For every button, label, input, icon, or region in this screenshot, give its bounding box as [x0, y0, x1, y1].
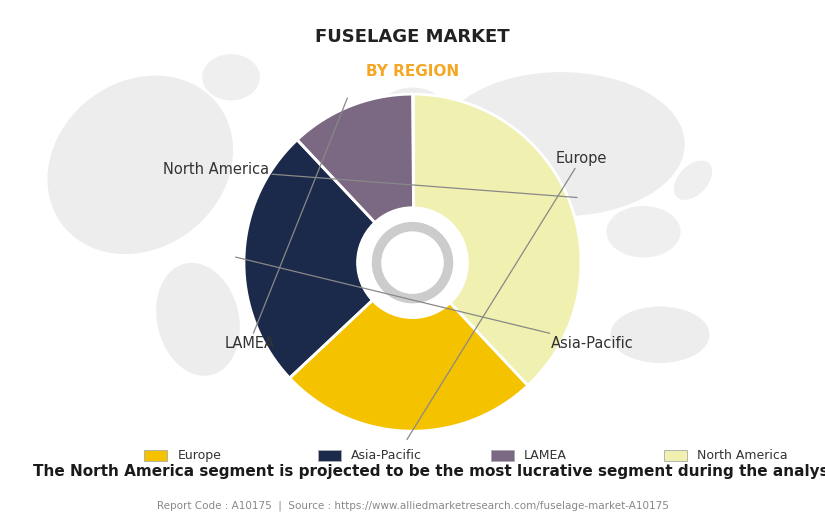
Text: The North America segment is projected to be the most lucrative segment during t: The North America segment is projected t…: [33, 464, 825, 479]
Text: LAMEA: LAMEA: [524, 449, 567, 462]
Ellipse shape: [371, 88, 454, 160]
Text: Asia-Pacific: Asia-Pacific: [351, 449, 422, 462]
Ellipse shape: [610, 306, 710, 363]
Circle shape: [382, 232, 443, 293]
Ellipse shape: [437, 72, 685, 216]
Ellipse shape: [156, 263, 240, 376]
Text: North America: North America: [163, 162, 577, 197]
Ellipse shape: [47, 76, 233, 254]
Ellipse shape: [499, 191, 557, 252]
Ellipse shape: [202, 54, 260, 100]
Ellipse shape: [606, 206, 681, 258]
Ellipse shape: [674, 161, 712, 200]
Text: LAMEA: LAMEA: [224, 98, 347, 351]
Polygon shape: [290, 301, 528, 431]
Polygon shape: [244, 140, 375, 378]
Text: BY REGION: BY REGION: [366, 64, 459, 79]
Text: Report Code : A10175  |  Source : https://www.alliedmarketresearch.com/fuselage-: Report Code : A10175 | Source : https://…: [157, 501, 668, 511]
Text: FUSELAGE MARKET: FUSELAGE MARKET: [315, 28, 510, 46]
Circle shape: [372, 222, 453, 303]
Text: Asia-Pacific: Asia-Pacific: [236, 257, 634, 351]
Text: Europe: Europe: [177, 449, 221, 462]
Polygon shape: [412, 94, 581, 386]
Circle shape: [357, 207, 468, 318]
Text: Europe: Europe: [407, 151, 607, 439]
Polygon shape: [297, 94, 412, 222]
Ellipse shape: [367, 180, 458, 314]
Text: North America: North America: [697, 449, 788, 462]
